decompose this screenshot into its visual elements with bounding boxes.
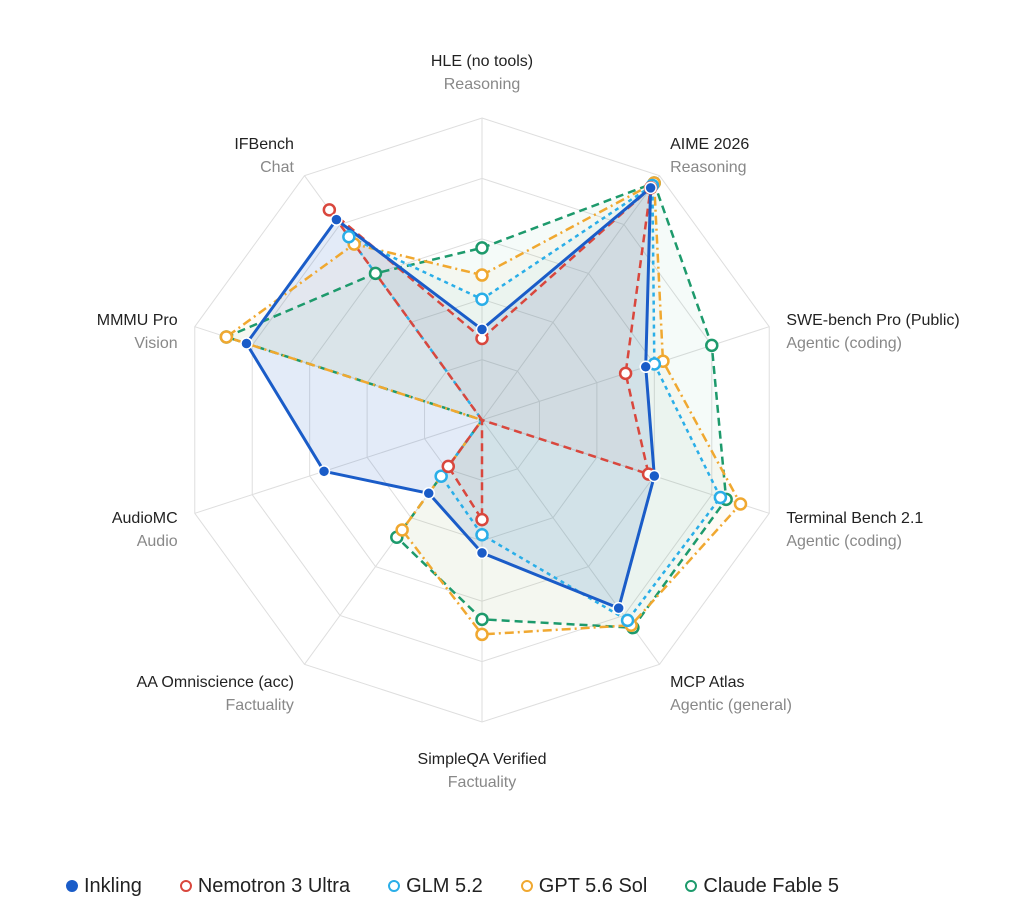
point-inkling-aa-omniscience-acc [422,487,435,500]
axis-label-hle-no-tools: HLE (no tools) [431,53,533,70]
series-line-glm-5-2 [347,184,722,622]
point-claude-fable-5-simpleqa-verified [475,612,489,627]
point-glm-5-2-terminal-bench-2-1 [713,490,728,505]
point-nemotron-3-ultra-aa-omniscience-acc [441,459,456,474]
point-inkling-swe-bench-pro-public [639,360,652,374]
axis-labels: HLE (no tools) Reasoning AIME 2026 Reasonin… [97,53,960,791]
axis-category-aa-omniscience-acc: Factuality [225,697,293,714]
legend-label-gpt-5-6-sol: GPT 5.6 Sol [538,874,648,897]
point-glm-5-2-ifbench [342,230,356,244]
point-inkling-aime-2026 [644,181,657,195]
series-markers [219,176,748,642]
axis-category-ifbench: Chat [260,159,294,176]
axis-label-swe-bench-pro-public: SWE-bench Pro (Public) [786,312,959,329]
legend: Inkling Nemotron 3 Ultra GLM 5.2 GPT 5.6 So… [66,872,877,900]
series-fills [226,183,741,635]
point-inkling-mcp-atlas [612,601,625,615]
legend-marker-claude-fable-5 [685,880,698,892]
point-gpt-5-6-sol-simpleqa-verified [475,627,489,642]
legend-marker-gpt-5-6-sol [520,880,533,892]
legend-item-inkling: Inkling [66,875,142,898]
legend-label-inkling: Inkling [84,874,142,897]
point-gpt-5-6-sol-terminal-bench-2-1 [733,497,748,511]
series-fill-inkling [246,187,655,609]
point-inkling-audiomc [317,465,331,478]
axis-category-terminal-bench-2-1: Agentic (coding) [786,533,902,550]
point-nemotron-3-ultra-ifbench [322,203,337,217]
axis-spoke-audiomc [194,419,483,514]
point-glm-5-2-mcp-atlas [620,613,635,628]
legend-marker-nemotron-3-ultra [179,880,192,892]
legend-label-claude-fable-5: Claude Fable 5 [703,874,840,897]
axis-label-ifbench: IFBench [234,136,294,153]
point-inkling-simpleqa-verified [475,546,489,560]
series-line-nemotron-3-ultra [328,186,652,521]
axis-label-mcp-atlas: MCP Atlas [670,674,744,691]
point-inkling-terminal-bench-2-1 [648,469,661,483]
axis-category-aime-2026: Reasoning [670,159,747,176]
axis-label-simpleqa-verified: SimpleQA Verified [418,751,547,768]
legend-item-gpt-5-6-sol: GPT 5.6 Sol [520,874,648,898]
legend-item-nemotron-3-ultra: Nemotron 3 Ultra [179,874,351,898]
axis-label-aime-2026: AIME 2026 [670,136,749,153]
axis-category-simpleqa-verified: Factuality [448,774,516,791]
legend-label-nemotron-3-ultra: Nemotron 3 Ultra [197,874,351,897]
series-fill-glm-5-2 [348,185,721,621]
axis-category-mcp-atlas: Agentic (general) [670,697,792,714]
legend-item-glm-5-2: GLM 5.2 [388,875,483,898]
point-claude-fable-5-hle-no-tools [475,241,489,255]
point-nemotron-3-ultra-swe-bench-pro-public [618,366,633,381]
point-gpt-5-6-sol-hle-no-tools [475,268,489,282]
legend-marker-inkling [66,880,78,892]
axis-category-audiomc: Audio [137,533,178,550]
point-gpt-5-6-sol-aa-omniscience-acc [395,523,409,537]
axis-label-terminal-bench-2-1: Terminal Bench 2.1 [786,510,923,527]
point-claude-fable-5-swe-bench-pro-public [705,338,719,353]
point-glm-5-2-simpleqa-verified [475,528,489,542]
series-fill-claude-fable-5 [226,183,727,628]
axis-label-mmmu-pro: MMMU Pro [97,312,178,329]
point-inkling-hle-no-tools [475,323,489,336]
axis-label-audiomc: AudioMC [112,510,178,527]
point-inkling-ifbench [330,213,343,226]
axis-category-hle-no-tools: Reasoning [444,76,521,93]
point-glm-5-2-hle-no-tools [475,292,489,306]
series-fill-nemotron-3-ultra [329,187,651,520]
axis-category-mmmu-pro: Vision [134,335,177,352]
axis-spoke-aime-2026 [481,175,660,421]
legend-item-claude-fable-5: Claude Fable 5 [685,875,839,898]
point-inkling-mmmu-pro [240,337,253,350]
axis-category-swe-bench-pro-public: Agentic (coding) [786,335,902,352]
series-fill-gpt-5-6-sol [226,183,741,635]
point-claude-fable-5-ifbench [368,266,383,281]
legend-label-glm-5-2: GLM 5.2 [406,874,483,897]
axis-label-aa-omniscience-acc: AA Omniscience (acc) [137,674,294,691]
radar-chart: HLE (no tools) Reasoning AIME 2026 Reasonin… [97,53,960,791]
legend-marker-glm-5-2 [388,880,401,892]
point-gpt-5-6-sol-mmmu-pro [219,330,234,344]
point-glm-5-2-aa-omniscience-acc [434,469,448,483]
point-nemotron-3-ultra-simpleqa-verified [475,512,489,527]
